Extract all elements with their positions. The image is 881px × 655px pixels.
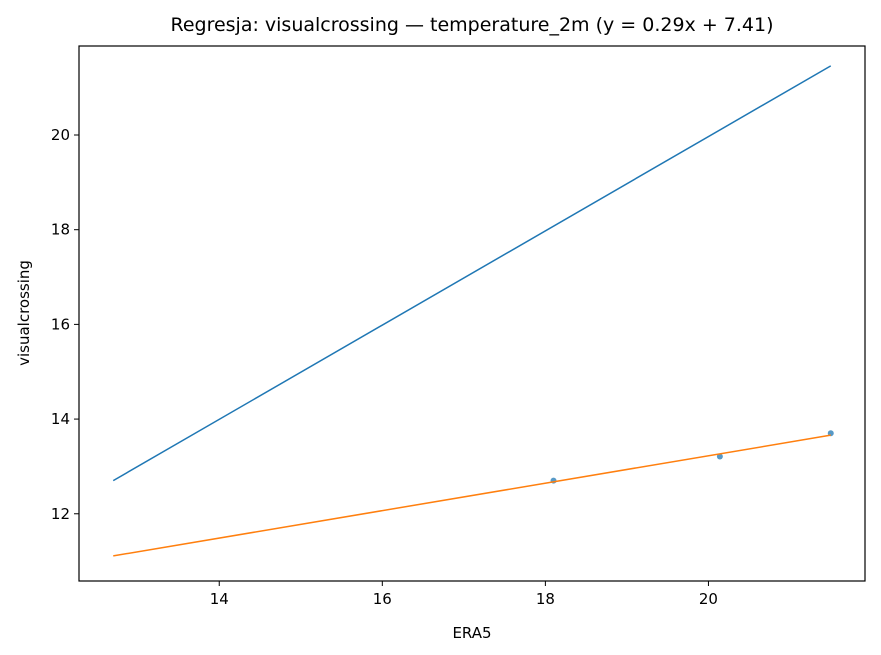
y-tick-label: 20 [51,126,70,144]
y-tick-label: 16 [51,315,70,333]
scatter-point-1 [716,453,723,460]
regression-line-1 [112,65,832,482]
x-tick-label: 14 [210,590,229,608]
y-tick-label: 14 [51,410,70,428]
y-axis: 12 14 16 18 20 [51,126,79,523]
plot-frame [78,45,866,582]
x-axis-label: ERA5 [452,624,491,642]
y-tick-label: 12 [51,505,70,523]
x-tick-label: 16 [373,590,392,608]
y-axis-label: visualcrossing [15,260,33,366]
chart-title: Regresja: visualcrossing — temperature_2… [170,14,773,36]
regression-line-2 [113,434,831,557]
x-tick-label: 20 [699,590,718,608]
y-tick-label: 18 [51,221,70,239]
x-tick-label: 18 [536,590,555,608]
x-axis: 14 16 18 20 [210,581,718,608]
plot-area [112,65,834,557]
